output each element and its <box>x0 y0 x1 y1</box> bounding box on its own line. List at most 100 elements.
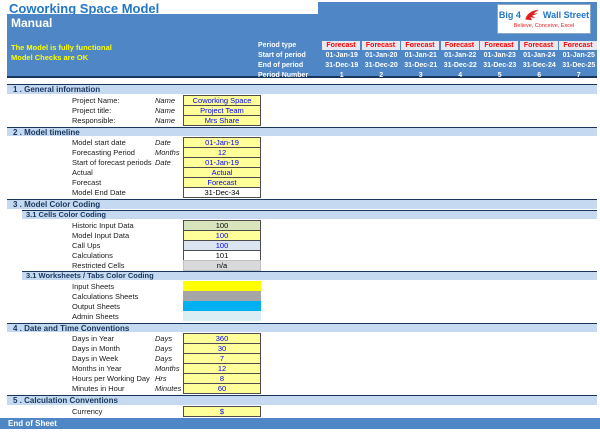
table-row: Model start date Date 01-Jan-19 <box>0 137 600 148</box>
row-unit: Date <box>155 138 171 147</box>
row-unit: Months <box>155 148 180 157</box>
section-header-general: 1 . General information <box>7 84 597 94</box>
input-cell-minutes-in-hour[interactable]: 60 <box>183 383 261 394</box>
section-header-color-coding: 3 . Model Color Coding <box>7 199 597 209</box>
table-row: Days in Year Days 360 <box>0 333 600 344</box>
row-label: Input Sheets <box>72 281 115 291</box>
sample-cell-restricted: n/a <box>183 259 261 271</box>
tab-color-swatch-admin <box>183 310 261 321</box>
table-row: Forecast Forecast <box>0 177 600 188</box>
tab-color-swatch-calculations <box>183 290 261 301</box>
section-header-date-time: 4 . Date and Time Conventions <box>7 322 597 332</box>
table-row: Project Name: Name Coworking Space Model <box>0 94 600 115</box>
row-label: Hours per Working Day <box>72 374 150 383</box>
table-row: Days in Week Days 7 <box>0 353 600 364</box>
table-row: Model Input Data 100 <box>0 229 600 241</box>
eagle-icon <box>525 9 539 21</box>
period-number-row: Period Number 1 2 3 4 5 6 7 <box>258 70 599 80</box>
table-row: Start of forecast periods Date 01-Jan-19 <box>0 157 600 168</box>
table-row: Admin Sheets <box>0 310 600 321</box>
row-label: Actual <box>72 168 93 177</box>
period-type-cell: Forecast <box>559 40 597 50</box>
period-number-cell: 5 <box>497 71 502 79</box>
period-number-label: Period Number <box>258 71 309 79</box>
period-number-cell: 1 <box>339 71 344 79</box>
period-number-cell: 4 <box>458 71 463 79</box>
row-unit: Months <box>155 364 180 373</box>
period-end-row: End of period 31-Dec-19 31-Dec-20 31-Dec… <box>258 60 599 70</box>
table-row: Responsible: Name Mrs Share <box>0 114 600 126</box>
table-row: Forecasting Period Months 12 <box>0 147 600 158</box>
table-row: Currency $ <box>0 405 600 417</box>
period-number-cell: 3 <box>418 71 423 79</box>
row-unit: Name <box>155 95 176 105</box>
input-cell-currency[interactable]: $ <box>183 405 261 417</box>
period-header-table: Period type Forecast Forecast Forecast F… <box>258 40 599 80</box>
calc-cell-model-end-date: 31-Dec-34 <box>183 187 261 198</box>
logo-text-left: Big 4 <box>498 10 521 20</box>
table-row: Calculations 101 <box>0 249 600 261</box>
period-number-cell: 6 <box>537 71 542 79</box>
period-start-cell: 01-Jan-23 <box>483 51 516 59</box>
row-label: Days in Year <box>72 334 115 343</box>
row-label: Start of forecast periods <box>72 158 152 167</box>
period-type-cell: Forecast <box>519 40 558 50</box>
row-label: Project title: <box>72 105 112 115</box>
table-row: Hours per Working Day Hrs 8 <box>0 373 600 384</box>
table-row: Minutes in Hour Minutes 60 <box>0 383 600 394</box>
row-unit: Hrs <box>155 374 167 383</box>
period-start-cell: 01-Jan-24 <box>523 51 556 59</box>
row-label: Historic Input Data <box>72 220 134 230</box>
table-row: Historic Input Data 100 <box>0 219 600 231</box>
logo-text-right: Wall Street <box>542 10 590 20</box>
period-type-cell: Forecast <box>322 40 360 50</box>
period-type-label: Period type <box>258 41 297 49</box>
tab-color-swatch-input <box>183 280 261 291</box>
row-unit: Name <box>155 105 176 115</box>
row-unit: Minutes <box>155 384 182 393</box>
period-start-cell: 01-Jan-20 <box>365 51 398 59</box>
row-label: Project Name: <box>72 95 120 105</box>
status-line-2: Model Checks are OK <box>11 53 89 62</box>
table-row: Model End Date 31-Dec-34 <box>0 187 600 198</box>
row-label: Restricted Cells <box>72 260 125 270</box>
period-number-cell: 7 <box>576 71 581 79</box>
row-label: Admin Sheets <box>72 311 119 321</box>
period-start-label: Start of period <box>258 51 306 59</box>
period-start-cell: 01-Jan-25 <box>562 51 595 59</box>
table-row: Output Sheets <box>0 300 600 311</box>
period-end-cell: 31-Dec-22 <box>443 61 477 69</box>
row-label: Output Sheets <box>72 301 120 311</box>
table-row: Call Ups 100 <box>0 239 600 251</box>
row-label: Days in Week <box>72 354 119 363</box>
model-status: The Model is fully functional Model Chec… <box>11 43 112 63</box>
subsection-header-cells-coding: 3.1 Cells Color Coding <box>22 209 597 219</box>
period-end-cell: 31-Dec-21 <box>404 61 438 69</box>
period-end-cell: 31-Dec-23 <box>483 61 517 69</box>
row-label: Model End Date <box>72 188 126 197</box>
row-label: Call Ups <box>72 240 101 250</box>
status-line-1: The Model is fully functional <box>11 43 112 52</box>
section-header-timeline: 2 . Model timeline <box>7 126 597 136</box>
table-row: Actual Actual <box>0 167 600 178</box>
period-type-cell: Forecast <box>440 40 479 50</box>
row-label: Forecasting Period <box>72 148 135 157</box>
input-cell-responsible[interactable]: Mrs Share <box>183 114 261 126</box>
row-label: Months in Year <box>72 364 122 373</box>
row-label: Minutes in Hour <box>72 384 125 393</box>
row-unit: Name <box>155 115 176 125</box>
period-end-label: End of period <box>258 61 304 69</box>
row-label: Model start date <box>72 138 126 147</box>
period-type-cell: Forecast <box>480 40 518 50</box>
logo-tagline: Believe, Conceive, Excel <box>513 23 575 29</box>
row-label: Forecast <box>72 178 102 187</box>
end-of-sheet-bar: End of Sheet <box>0 417 600 429</box>
row-label: Calculations <box>72 250 113 260</box>
table-row: Input Sheets <box>0 280 600 291</box>
period-end-cell: 31-Dec-24 <box>522 61 556 69</box>
subsection-header-tabs-coding: 3.1 Worksheets / Tabs Color Coding <box>22 270 597 280</box>
row-label: Responsible: <box>72 115 116 125</box>
table-row: Project title: Name Project Team <box>0 104 600 116</box>
period-end-cell: 31-Dec-25 <box>562 61 596 69</box>
period-start-cell: 01-Jan-22 <box>444 51 477 59</box>
